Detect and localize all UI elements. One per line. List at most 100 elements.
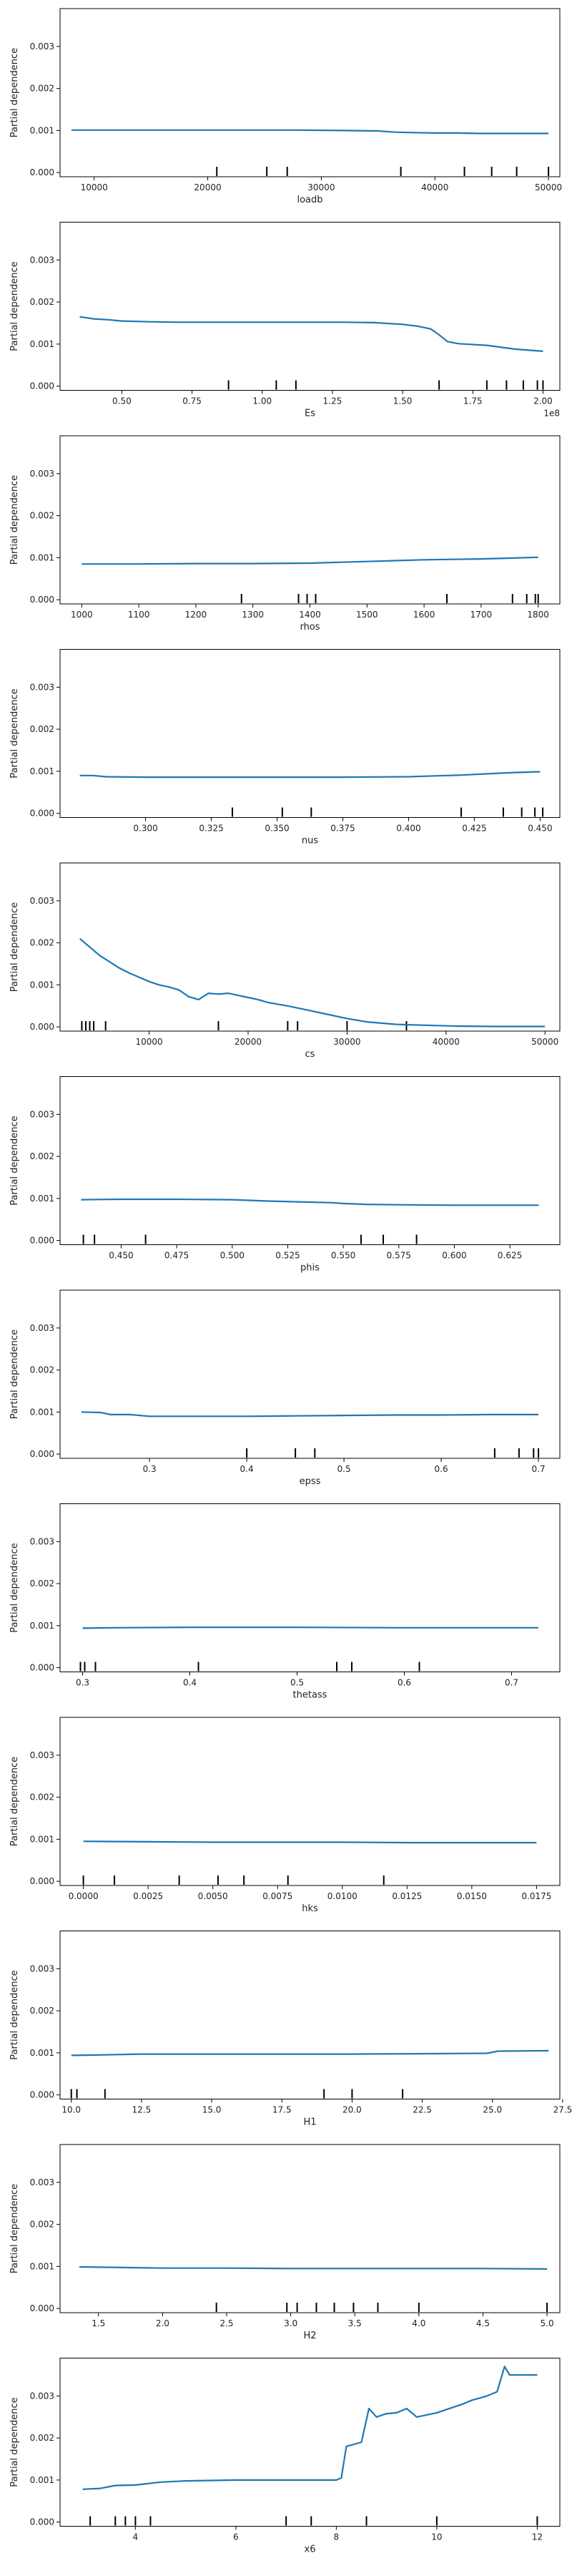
y-tick-label: 0.001 bbox=[30, 125, 54, 135]
x-tick-label: 20000 bbox=[194, 182, 221, 192]
pd-panel-hks: 0.000 0.001 0.002 0.003 0.0000 0.0025 0.0050 0.… bbox=[9, 1717, 561, 1914]
x-tick-label: 1.50 bbox=[393, 396, 413, 406]
x-tick-label: 0.3 bbox=[76, 1678, 89, 1688]
y-tick-label: 0.002 bbox=[30, 297, 54, 307]
x-axis-label: x6 bbox=[305, 2545, 316, 2555]
pd-curve bbox=[82, 1626, 538, 1629]
x-tick-label: 1300 bbox=[242, 610, 264, 620]
x-tick-label: 25.0 bbox=[483, 2105, 502, 2115]
x-tick-label: 0.0150 bbox=[457, 1891, 487, 1901]
x-tick-label: 0.350 bbox=[265, 824, 289, 834]
x-axis-label: Es bbox=[305, 409, 315, 419]
pd-curve bbox=[71, 129, 549, 135]
y-tick-label: 0.003 bbox=[30, 682, 54, 692]
y-tick-label: 0.003 bbox=[30, 1109, 54, 1119]
plot-frame bbox=[59, 649, 561, 818]
y-tick-label: 0.000 bbox=[30, 595, 54, 605]
y-axis-label: Partial dependence bbox=[9, 902, 20, 992]
x-tick-label: 0.7 bbox=[505, 1678, 518, 1688]
x-tick-label: 0.375 bbox=[330, 824, 355, 834]
x-tick-label: 1100 bbox=[128, 610, 150, 620]
x-tick-label: 1400 bbox=[299, 610, 321, 620]
plot-frame bbox=[59, 435, 561, 605]
x-tick-label: 0.5 bbox=[337, 1464, 351, 1474]
x-tick-label: 40000 bbox=[421, 182, 448, 192]
plot-frame bbox=[59, 2144, 561, 2313]
x-tick-label: 0.6 bbox=[435, 1464, 448, 1474]
x-tick-label: 30000 bbox=[333, 1037, 360, 1047]
x-tick-label: 0.500 bbox=[220, 1251, 245, 1261]
y-tick-label: 0.003 bbox=[30, 2391, 54, 2401]
plot-frame bbox=[59, 2358, 561, 2527]
y-axis-label: Partial dependence bbox=[9, 1330, 20, 1419]
x-offset-label: 1e8 bbox=[543, 409, 560, 419]
y-axis-label: Partial dependence bbox=[9, 1543, 20, 1632]
x-tick-label: 22.5 bbox=[413, 2105, 432, 2115]
x-tick-label: 1500 bbox=[356, 610, 378, 620]
x-axis-label: H1 bbox=[303, 2117, 316, 2128]
plot-frame bbox=[59, 862, 561, 1032]
y-tick-label: 0.000 bbox=[30, 809, 54, 819]
x-tick-label: 0.0175 bbox=[521, 1891, 551, 1901]
y-axis-label: Partial dependence bbox=[9, 48, 20, 137]
y-tick-label: 0.002 bbox=[30, 1792, 54, 1802]
x-tick-label: 2.00 bbox=[533, 396, 553, 406]
y-tick-label: 0.000 bbox=[30, 2303, 54, 2313]
pd-curve bbox=[79, 771, 541, 779]
x-axis-label: H2 bbox=[303, 2331, 316, 2341]
y-tick-label: 0.000 bbox=[30, 381, 54, 391]
x-tick-label: 0.450 bbox=[528, 824, 552, 834]
x-tick-label: 0.625 bbox=[498, 1251, 522, 1261]
y-tick-label: 0.001 bbox=[30, 1621, 54, 1631]
x-tick-label: 20000 bbox=[235, 1037, 262, 1047]
y-tick-label: 0.000 bbox=[30, 167, 54, 177]
y-axis-label: Partial dependence bbox=[9, 1970, 20, 2059]
x-tick-label: 0.475 bbox=[164, 1251, 189, 1261]
x-tick-label: 2.0 bbox=[156, 2318, 169, 2328]
y-tick-label: 0.001 bbox=[30, 2261, 54, 2271]
plot-frame bbox=[59, 1076, 561, 1245]
x-tick-label: 0.525 bbox=[275, 1251, 300, 1261]
x-tick-label: 0.6 bbox=[398, 1678, 411, 1688]
x-tick-label: 1800 bbox=[527, 610, 549, 620]
y-tick-label: 0.002 bbox=[30, 84, 54, 94]
plot-frame bbox=[59, 222, 561, 391]
x-axis-label: hks bbox=[302, 1903, 318, 1914]
y-tick-label: 0.001 bbox=[30, 1834, 54, 1844]
y-tick-label: 0.001 bbox=[30, 552, 54, 562]
y-axis-label: Partial dependence bbox=[9, 2397, 20, 2487]
x-tick-label: 1.5 bbox=[92, 2318, 105, 2328]
y-tick-label: 0.003 bbox=[30, 42, 54, 52]
y-tick-label: 0.002 bbox=[30, 2433, 54, 2443]
y-tick-label: 0.003 bbox=[30, 1750, 54, 1760]
y-tick-label: 0.003 bbox=[30, 896, 54, 906]
x-tick-label: 1600 bbox=[413, 610, 435, 620]
y-tick-label: 0.001 bbox=[30, 2475, 54, 2485]
x-tick-label: 1.00 bbox=[252, 396, 272, 406]
x-tick-label: 0.4 bbox=[240, 1464, 254, 1474]
y-tick-label: 0.000 bbox=[30, 1449, 54, 1459]
y-tick-label: 0.003 bbox=[30, 2177, 54, 2187]
x-tick-label: 10000 bbox=[135, 1037, 162, 1047]
x-tick-label: 0.4 bbox=[183, 1678, 197, 1688]
plot-frame bbox=[59, 1717, 561, 1886]
y-axis-label: Partial dependence bbox=[9, 475, 20, 565]
y-tick-label: 0.001 bbox=[30, 1407, 54, 1417]
y-tick-label: 0.003 bbox=[30, 1536, 54, 1546]
x-tick-label: 4.5 bbox=[476, 2318, 490, 2328]
x-tick-label: 40000 bbox=[433, 1037, 460, 1047]
x-tick-label: 12.5 bbox=[132, 2105, 152, 2115]
y-axis-label: Partial dependence bbox=[9, 688, 20, 778]
x-axis-label: loadb bbox=[297, 195, 322, 205]
x-tick-label: 5.0 bbox=[541, 2318, 554, 2328]
pd-curve bbox=[71, 2049, 549, 2057]
x-tick-label: 0.0125 bbox=[392, 1891, 422, 1901]
pd-panel-epss: 0.000 0.001 0.002 0.003 0.3 0.4 0.5 0.6 0.7 epss P… bbox=[9, 1289, 561, 1487]
x-axis-label: epss bbox=[300, 1476, 321, 1487]
y-axis-label: Partial dependence bbox=[9, 261, 20, 351]
x-tick-label: 0.5 bbox=[290, 1678, 304, 1688]
pd-panel-thetass: 0.000 0.001 0.002 0.003 0.3 0.4 0.5 0.6 0.7 theta… bbox=[9, 1503, 561, 1701]
x-tick-label: 1.25 bbox=[323, 396, 342, 406]
x-tick-label: 0.0025 bbox=[133, 1891, 163, 1901]
